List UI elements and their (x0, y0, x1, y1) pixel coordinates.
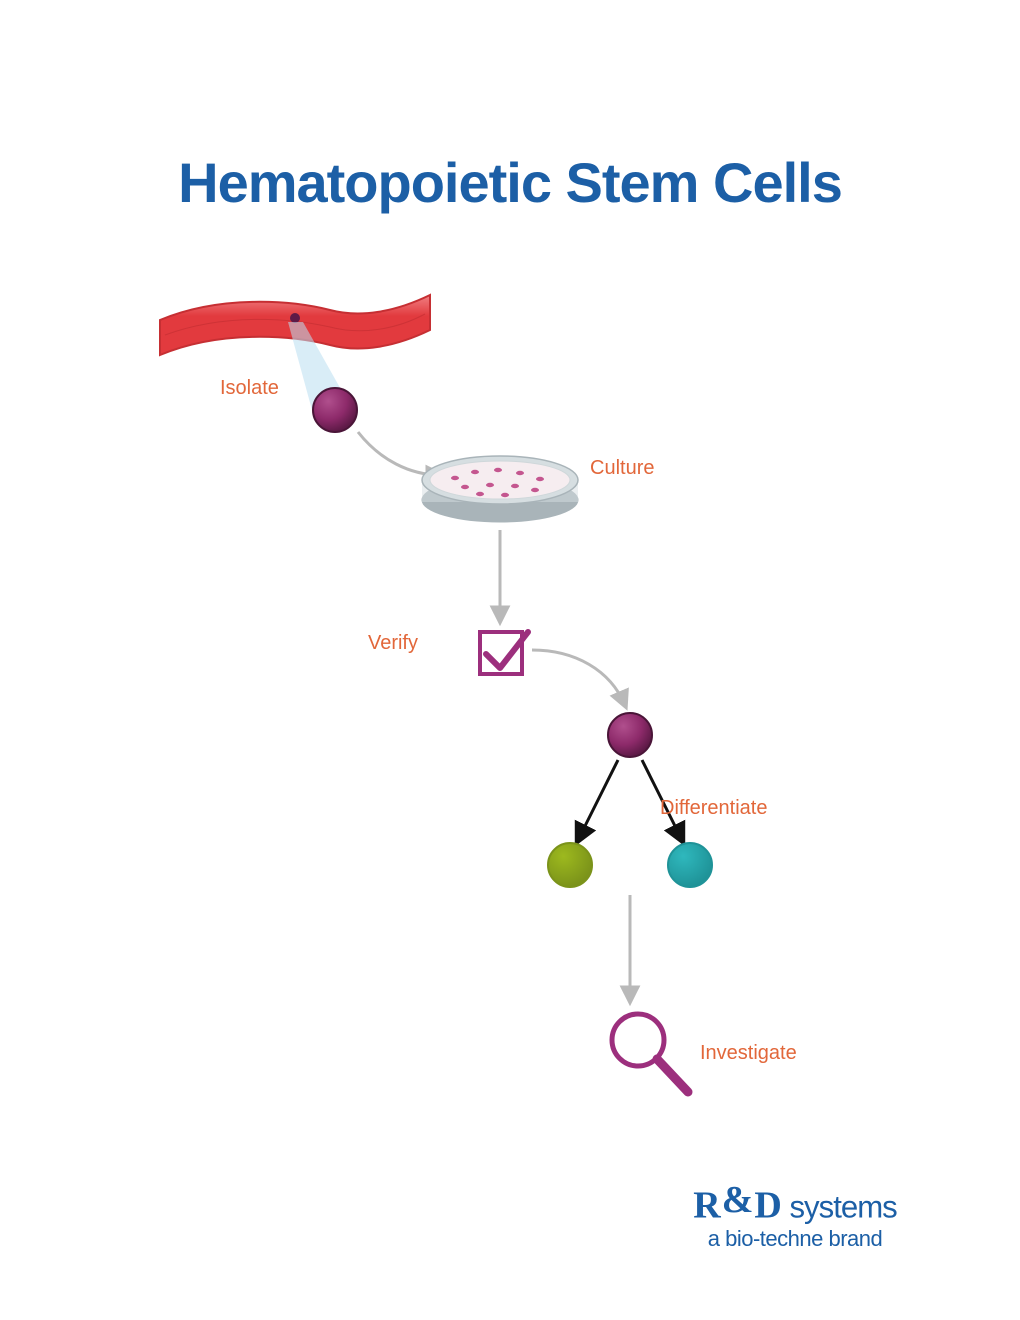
label-culture: Culture (590, 457, 654, 480)
label-isolate: Isolate (220, 377, 279, 400)
magnifier-icon (612, 1014, 688, 1092)
petri-dish-icon (422, 456, 578, 522)
brand-logo: R&D systems a bio-techne brand (660, 1181, 930, 1250)
label-differentiate: Differentiate (660, 797, 767, 820)
label-verify: Verify (368, 632, 418, 655)
progenitor-cell-icon (608, 713, 652, 757)
differentiated-cell-green-icon (548, 843, 592, 887)
label-investigate: Investigate (700, 1042, 797, 1065)
arrow-verify-to-differentiate (532, 650, 625, 705)
logo-amp: & (721, 1179, 755, 1221)
arrow-isolate-to-culture (358, 432, 440, 475)
differentiated-cell-cyan-icon (668, 843, 712, 887)
logo-systems: systems (782, 1190, 897, 1225)
workflow-diagram (0, 0, 1020, 1320)
checkbox-icon (480, 632, 528, 674)
isolated-cell-icon (313, 388, 357, 432)
logo-suffix: D (754, 1185, 781, 1227)
logo-subtext: a bio-techne brand (660, 1227, 930, 1250)
logo-prefix: R (693, 1185, 720, 1227)
arrow-differentiate-left (578, 760, 618, 840)
